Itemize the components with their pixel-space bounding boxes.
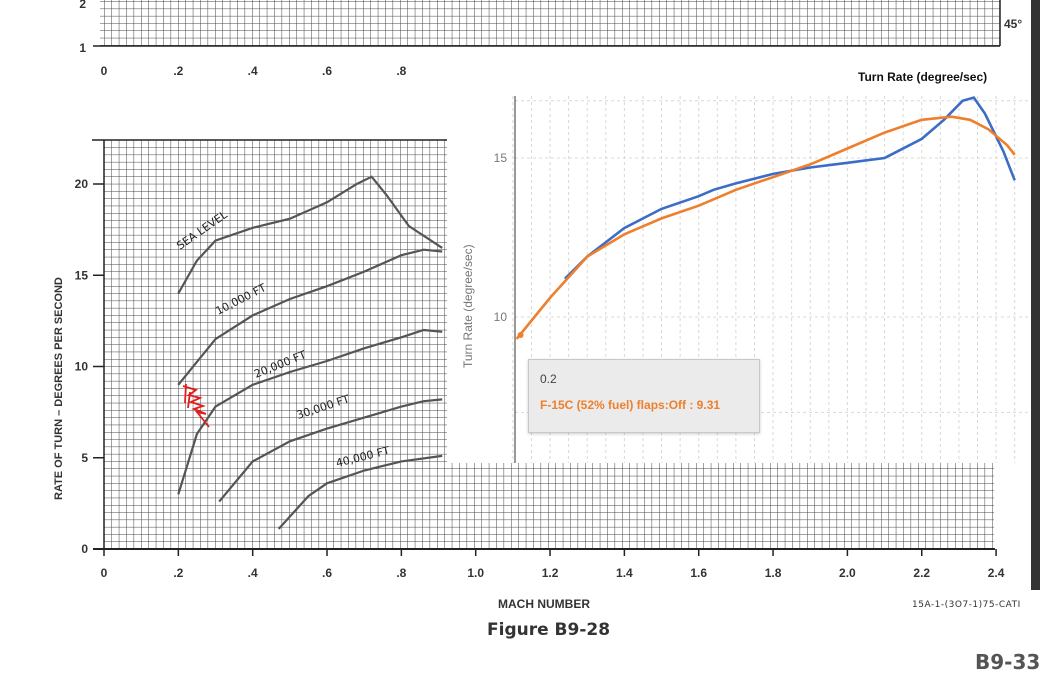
main-chart-grid: [104, 140, 447, 550]
top-x-tick-label: .4: [248, 64, 258, 78]
y-tick-label: 5: [81, 451, 88, 465]
figure-caption: Figure B9-28: [487, 620, 611, 640]
x-tick-label: .8: [396, 566, 406, 580]
bank-angle-label: 45°: [1004, 17, 1022, 31]
y-tick-label: 0: [81, 542, 88, 556]
top-y-tick-label: 2: [79, 0, 86, 11]
top-y-tick-label: 1: [79, 41, 86, 55]
altitude-curve-0: [177, 175, 443, 295]
x-tick-label: 1.6: [690, 566, 707, 580]
x-tick-label: .2: [173, 566, 183, 580]
main-chart-grid-strip: [447, 463, 994, 550]
document-reference: 15A-1-(3O7-1)75-CATI: [912, 600, 1021, 610]
x-tick-label: 1.2: [542, 566, 559, 580]
x-tick-label: .6: [322, 566, 332, 580]
top-x-tick-label: .6: [322, 64, 332, 78]
top-chart-grid: [100, 0, 1000, 46]
hover-tooltip: 0.2 F-15C (52% fuel) flaps:Off : 9.31: [528, 359, 760, 433]
x-tick-label: 2.0: [839, 566, 856, 580]
x-tick-label: 1.4: [616, 566, 633, 580]
y-tick-label: 10: [75, 360, 89, 374]
y-axis-title: RATE OF TURN – DEGREES PER SECOND: [53, 277, 65, 500]
top-x-tick-label: 0: [101, 64, 108, 78]
altitude-curve-2: [177, 328, 443, 495]
x-tick-label: .4: [248, 566, 258, 580]
page-number: B9-33: [975, 650, 1041, 674]
x-tick-label: 2.4: [988, 566, 1005, 580]
y-tick-label: 15: [75, 268, 89, 282]
altitude-curve-4: [277, 454, 443, 530]
altitude-curve-1: [177, 248, 443, 386]
top-x-tick-label: .8: [396, 64, 406, 78]
x-tick-label: 1.8: [765, 566, 782, 580]
x-tick-label: 2.2: [913, 566, 930, 580]
x-tick-label: 1.0: [467, 566, 484, 580]
altitude-curve-3: [218, 398, 443, 503]
x-tick-label: 0: [101, 566, 108, 580]
top-x-tick-label: .2: [173, 64, 183, 78]
y-tick-label: 20: [75, 177, 89, 191]
tooltip-series-value: F-15C (52% fuel) flaps:Off : 9.31: [540, 398, 721, 412]
tooltip-x-value: 0.2: [540, 372, 557, 386]
red-annotation-mark: [182, 383, 210, 428]
x-axis-title: MACH NUMBER: [498, 597, 590, 611]
